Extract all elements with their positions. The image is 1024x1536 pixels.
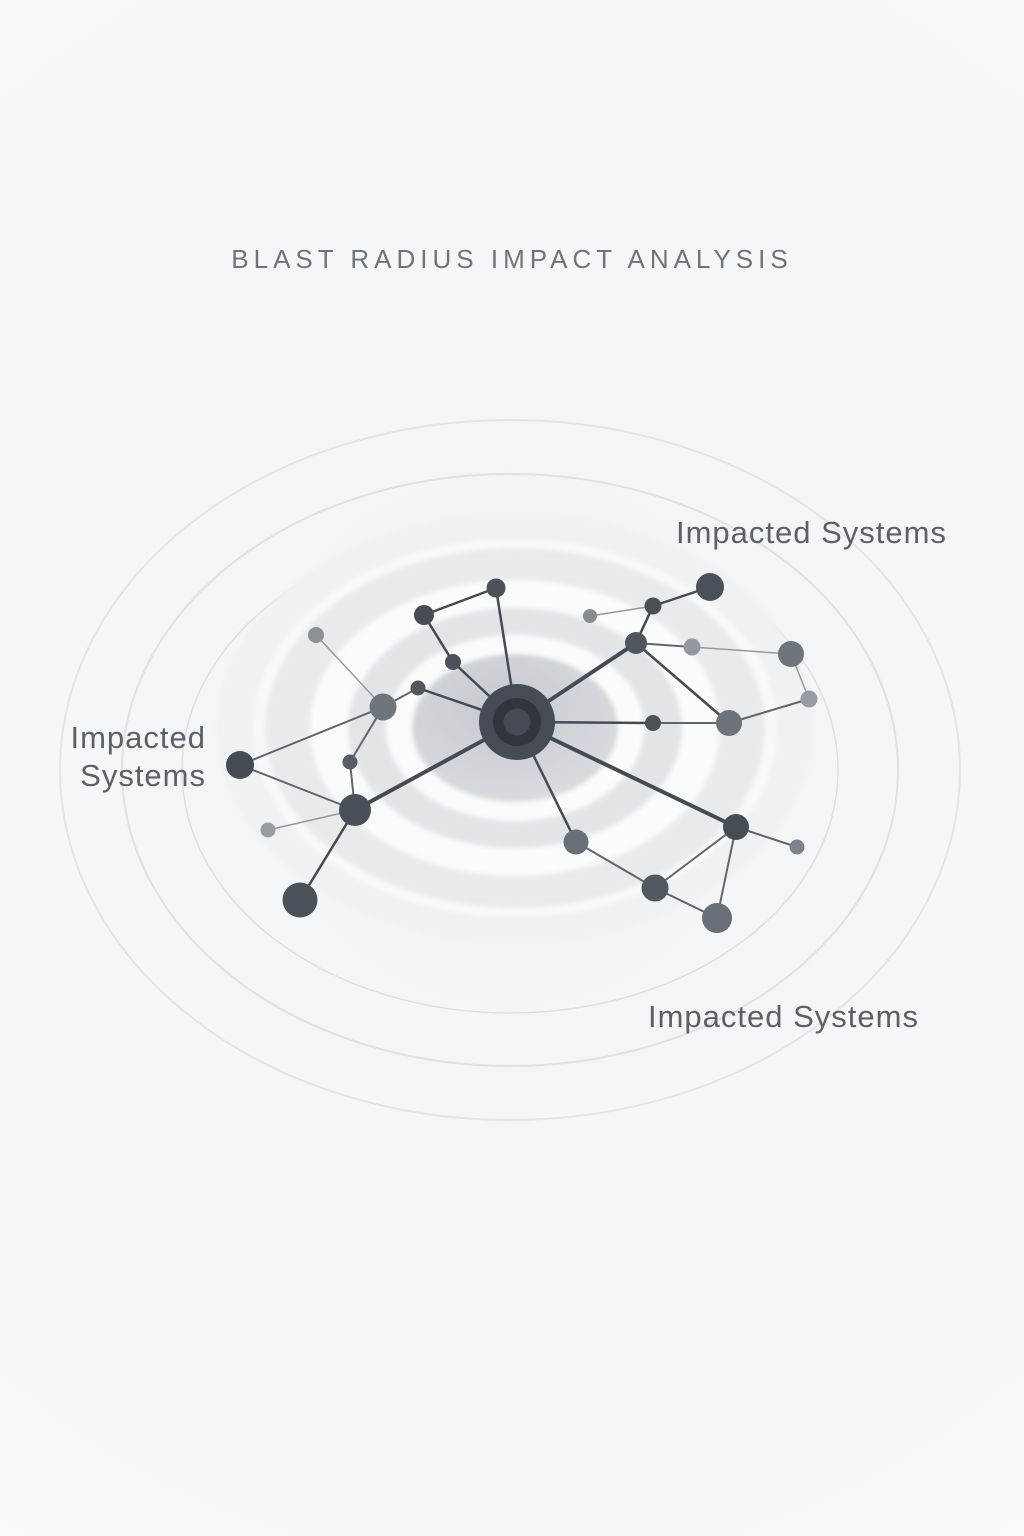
blast-ring-outline (59, 419, 961, 1121)
graph-node (696, 573, 724, 601)
graph-node (445, 654, 461, 670)
blast-ring-outline (121, 473, 899, 1067)
graph-edge (728, 698, 810, 724)
graph-node (702, 903, 732, 933)
graph-node (308, 627, 324, 643)
graph-node (282, 882, 318, 918)
graph-edge (654, 826, 737, 889)
graph-node (800, 690, 818, 708)
graph-node (369, 693, 397, 721)
graph-node (414, 605, 434, 625)
label-impacted-systems-bottom: Impacted Systems (648, 999, 919, 1034)
graph-node (410, 680, 426, 696)
graph-node (260, 822, 276, 838)
graph-edge (422, 586, 498, 617)
graph-edge (239, 706, 384, 766)
graph-node (342, 754, 358, 770)
page-title: BLAST RADIUS IMPACT ANALYSIS (231, 244, 793, 274)
graph-edge (515, 720, 738, 829)
graph-node (226, 751, 254, 779)
graph-node (625, 632, 647, 654)
graph-edge (634, 641, 731, 725)
graph-node (789, 839, 805, 855)
center-node (479, 684, 555, 760)
center-node-ring (503, 708, 531, 736)
label-line: Systems (80, 758, 206, 793)
graph-node (339, 794, 371, 826)
graph-edge (239, 764, 356, 811)
graph-node (641, 874, 669, 902)
graph-node (716, 710, 742, 736)
graph-node (683, 638, 701, 656)
graph-node (563, 829, 589, 855)
graph-edge (298, 808, 357, 902)
graph-node (723, 814, 749, 840)
graph-node (778, 641, 804, 667)
graph-node (644, 597, 662, 615)
label-impacted-systems-top-right: Impacted Systems (676, 515, 947, 550)
graph-node (645, 715, 661, 731)
graph-edge (691, 646, 792, 655)
outline-rings (59, 419, 961, 1121)
graph-edge (315, 634, 384, 708)
graph-edge (716, 826, 737, 919)
graph-node (486, 578, 506, 598)
label-impacted-systems-left: Impacted Systems (0, 719, 206, 795)
label-line: Impacted (70, 720, 206, 755)
graph-node (583, 609, 597, 623)
graph-edge (575, 841, 656, 889)
graph-edge (589, 605, 654, 617)
graph-nodes (226, 573, 818, 933)
